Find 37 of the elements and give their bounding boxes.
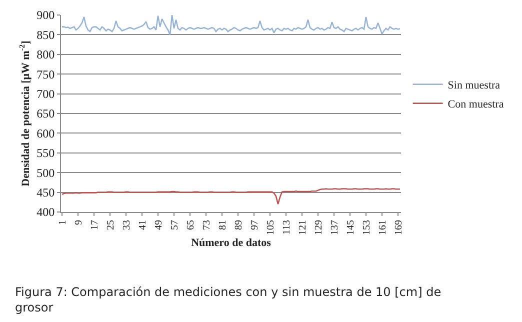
y-tick-label: 500: [36, 166, 55, 180]
x-tick-label: 25: [105, 220, 116, 230]
x-tick-label: 121: [297, 220, 308, 235]
x-tick-label: 161: [377, 220, 388, 235]
legend-label: Sin muestra: [448, 80, 500, 92]
x-tick-label: 73: [201, 220, 212, 230]
text: Figura 7: Comparación de mediciones con y sin muestra de 10 [cm] de grosor: [15, 285, 442, 315]
y-tick-label: 650: [36, 106, 55, 121]
y-tick-label: 850: [36, 28, 55, 42]
x-axis-title: Número de datos: [191, 237, 272, 250]
x-tick-label: 105: [265, 220, 276, 235]
x-tick-label: 89: [233, 220, 244, 230]
y-tick-label: 450: [36, 186, 55, 200]
x-tick-label: 33: [121, 220, 132, 230]
x-tick-label: 49: [153, 220, 164, 230]
y-tick-label: 800: [36, 48, 55, 62]
x-tick-label: 9: [73, 220, 84, 225]
y-tick-label: 700: [36, 87, 55, 101]
x-tick-label: 65: [185, 220, 196, 230]
x-tick-label: 57: [169, 220, 180, 230]
x-tick-label: 1: [57, 220, 68, 225]
y-tick-label: 750: [36, 67, 55, 82]
x-tick-label: 145: [345, 220, 356, 235]
y-tick-label: 900: [36, 8, 55, 22]
y-tick-label: 400: [36, 205, 55, 220]
x-tick-label: 81: [217, 220, 228, 230]
x-tick-label: 153: [361, 220, 372, 235]
y-tick-label: 600: [36, 126, 55, 140]
x-tick-label: 137: [329, 220, 340, 235]
x-tick-label: 169: [393, 220, 404, 235]
x-tick-label: 97: [249, 220, 260, 230]
x-tick-label: 129: [313, 220, 324, 235]
y-tick-label: 550: [36, 146, 55, 160]
x-tick-label: 41: [137, 220, 148, 230]
x-tick-label: 17: [89, 220, 100, 230]
x-tick-label: 113: [281, 220, 292, 235]
legend-label: Con muestra: [448, 98, 504, 111]
